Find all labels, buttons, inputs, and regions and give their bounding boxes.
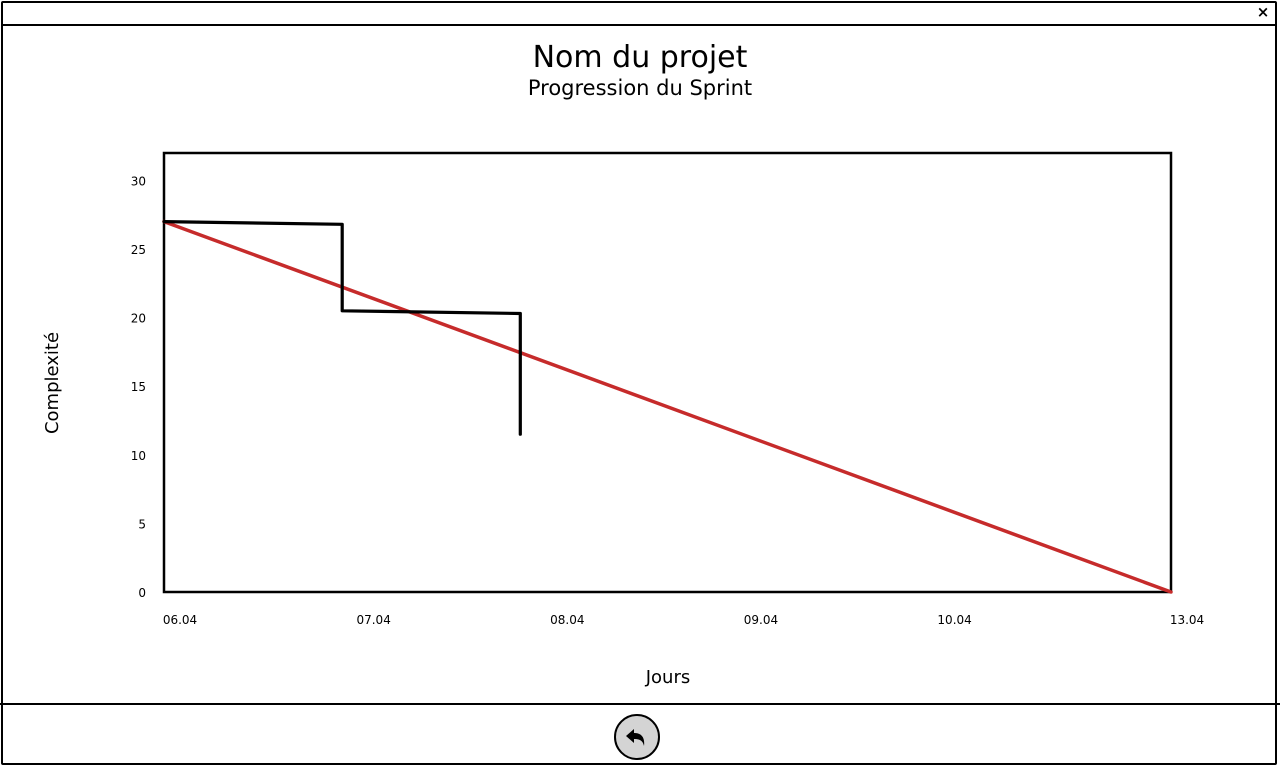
actual-line bbox=[162, 220, 522, 436]
x-axis-ticks: 06.04 07.04 08.04 09.04 10.04 13.04 bbox=[163, 613, 1204, 627]
y-tick-label: 5 bbox=[138, 517, 146, 531]
y-tick-label: 15 bbox=[131, 380, 146, 394]
page-title: Nom du projet bbox=[532, 40, 748, 75]
ideal-line bbox=[162, 219, 1173, 594]
x-tick-label: 09.04 bbox=[744, 613, 778, 627]
burndown-chart: 0 5 10 15 20 25 30 06.04 07.04 08.04 09.04 10.04 13… bbox=[42, 151, 1204, 688]
y-axis-ticks: 0 5 10 15 20 25 30 bbox=[131, 174, 146, 600]
y-tick-label: 20 bbox=[131, 312, 146, 326]
y-axis-label: Complexité bbox=[42, 332, 63, 434]
y-tick-label: 30 bbox=[131, 174, 146, 188]
y-tick-label: 10 bbox=[131, 449, 146, 463]
x-tick-label: 08.04 bbox=[550, 613, 584, 627]
x-axis-label: Jours bbox=[645, 667, 691, 688]
y-tick-label: 0 bbox=[138, 586, 146, 600]
window-titlebar: × bbox=[3, 3, 1275, 26]
x-tick-label: 07.04 bbox=[356, 613, 390, 627]
x-tick-label: 13.04 bbox=[1170, 613, 1204, 627]
x-tick-label: 10.04 bbox=[937, 613, 971, 627]
series-layer bbox=[162, 219, 1173, 594]
back-button[interactable] bbox=[614, 714, 660, 760]
close-icon[interactable]: × bbox=[1256, 3, 1270, 21]
plot-area bbox=[162, 151, 1173, 594]
page-subtitle: Progression du Sprint bbox=[527, 76, 753, 100]
x-tick-label: 06.04 bbox=[163, 613, 197, 627]
undo-arrow-icon bbox=[626, 729, 645, 746]
footer-bar bbox=[0, 703, 1280, 768]
y-tick-label: 25 bbox=[131, 243, 146, 257]
